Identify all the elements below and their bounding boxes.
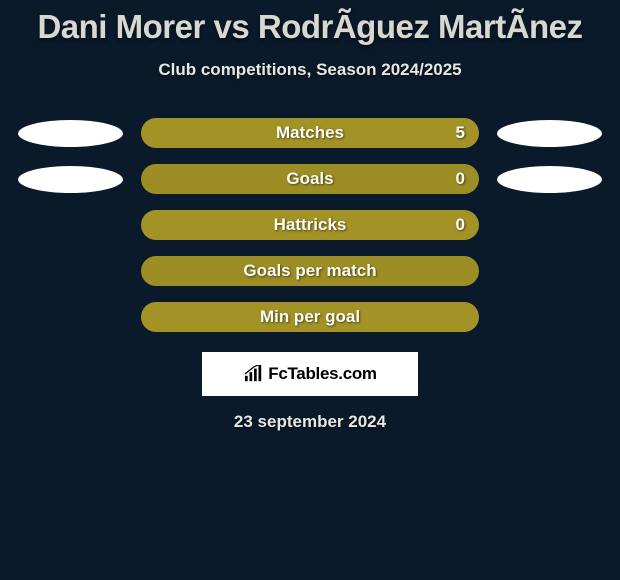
stat-row: Hattricks 0 [0,202,620,248]
stat-bar-matches: Matches 5 [141,118,479,148]
stat-row: Matches 5 [0,110,620,156]
page-title: Dani Morer vs RodrÃ­guez MartÃ­nez [0,0,620,46]
stats-rows: Matches 5 Goals 0 Hattricks 0 Goals per … [0,110,620,340]
stat-bar-goals-per-match: Goals per match [141,256,479,286]
stat-bar-goals: Goals 0 [141,164,479,194]
left-ellipse [18,120,123,147]
left-spacer [18,304,123,331]
date-text: 23 september 2024 [234,412,386,431]
stat-label: Matches [276,123,344,143]
stat-row: Min per goal [0,294,620,340]
logo-text: FcTables.com [268,364,377,384]
stat-value: 0 [456,215,465,235]
stat-value: 5 [456,123,465,143]
right-spacer [497,304,602,331]
left-spacer [18,212,123,239]
stat-label: Goals per match [243,261,376,281]
logo-box: FcTables.com [202,352,418,396]
stat-value: 0 [456,169,465,189]
bar-chart-icon [243,365,265,383]
stat-row: Goals 0 [0,156,620,202]
right-spacer [497,258,602,285]
right-spacer [497,212,602,239]
right-ellipse [497,166,602,193]
subtitle-text: Club competitions, Season 2024/2025 [158,60,461,79]
title-text: Dani Morer vs RodrÃ­guez MartÃ­nez [37,8,582,45]
stat-bar-min-per-goal: Min per goal [141,302,479,332]
date: 23 september 2024 [0,412,620,432]
stat-label: Hattricks [274,215,347,235]
left-ellipse [18,166,123,193]
left-spacer [18,258,123,285]
stat-label: Min per goal [260,307,360,327]
stat-label: Goals [286,169,333,189]
right-ellipse [497,120,602,147]
stat-row: Goals per match [0,248,620,294]
stat-bar-hattricks: Hattricks 0 [141,210,479,240]
subtitle: Club competitions, Season 2024/2025 [0,60,620,80]
